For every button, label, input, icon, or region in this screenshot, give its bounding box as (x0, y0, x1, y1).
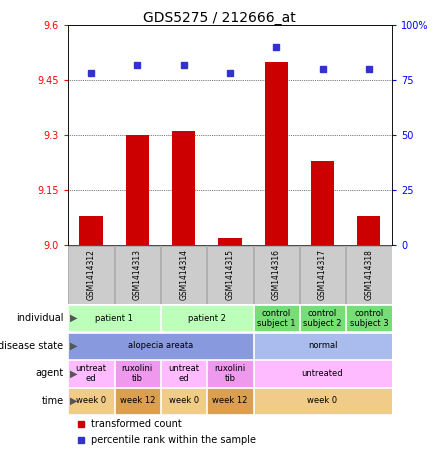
Bar (68, 305, 160, 332)
Bar (68, 333, 253, 359)
Bar (300, 246, 345, 304)
Bar (68, 360, 114, 386)
Bar (265, 62, 288, 245)
Bar (161, 388, 206, 414)
Bar (346, 246, 392, 304)
Bar (254, 360, 392, 386)
Bar (161, 360, 206, 386)
Bar (207, 246, 253, 304)
Bar (357, 216, 381, 245)
Bar (254, 246, 299, 304)
Bar (254, 388, 392, 414)
Text: control
subject 2: control subject 2 (303, 308, 342, 328)
Text: ruxolini
tib: ruxolini tib (122, 364, 153, 383)
Bar (68, 246, 114, 304)
Bar (115, 388, 160, 414)
Text: GSM1414316: GSM1414316 (272, 249, 281, 300)
Text: untreat
ed: untreat ed (75, 364, 106, 383)
Text: week 12: week 12 (120, 396, 155, 405)
Text: control
subject 1: control subject 1 (257, 308, 296, 328)
Text: week 0: week 0 (307, 396, 338, 405)
Text: GSM1414317: GSM1414317 (318, 249, 327, 300)
Text: GDS5275 / 212666_at: GDS5275 / 212666_at (143, 11, 295, 25)
Bar (311, 161, 334, 245)
Text: untreated: untreated (302, 369, 343, 378)
Bar (161, 246, 206, 304)
Text: week 0: week 0 (76, 396, 106, 405)
Text: patient 2: patient 2 (188, 314, 226, 323)
Bar (219, 238, 241, 245)
Text: alopecia areata: alopecia areata (128, 341, 193, 350)
Text: transformed count: transformed count (91, 419, 181, 429)
Text: week 0: week 0 (169, 396, 199, 405)
Bar (172, 131, 195, 245)
Text: GSM1414318: GSM1414318 (364, 249, 373, 300)
Text: untreat
ed: untreat ed (168, 364, 199, 383)
Text: normal: normal (308, 341, 337, 350)
Text: patient 1: patient 1 (95, 314, 133, 323)
Text: GSM1414314: GSM1414314 (179, 249, 188, 300)
Text: ruxolini
tib: ruxolini tib (214, 364, 246, 383)
Bar (254, 333, 392, 359)
Text: individual: individual (16, 313, 64, 323)
Bar (300, 305, 345, 332)
Text: week 12: week 12 (212, 396, 247, 405)
Text: GSM1414312: GSM1414312 (87, 249, 95, 300)
Text: control
subject 3: control subject 3 (350, 308, 388, 328)
Bar (346, 305, 392, 332)
Text: disease state: disease state (0, 341, 64, 351)
Bar (115, 360, 160, 386)
Bar (207, 360, 253, 386)
Text: GSM1414313: GSM1414313 (133, 249, 142, 300)
Bar (68, 388, 114, 414)
Bar (161, 305, 253, 332)
Text: percentile rank within the sample: percentile rank within the sample (91, 435, 256, 445)
Bar (207, 388, 253, 414)
Text: ▶: ▶ (70, 313, 78, 323)
Bar (115, 246, 160, 304)
Bar (254, 305, 299, 332)
Text: time: time (41, 396, 64, 406)
Text: agent: agent (35, 368, 64, 378)
Bar (79, 216, 102, 245)
Text: ▶: ▶ (70, 341, 78, 351)
Text: ▶: ▶ (70, 368, 78, 378)
Text: ▶: ▶ (70, 396, 78, 406)
Text: GSM1414315: GSM1414315 (226, 249, 234, 300)
Bar (126, 135, 149, 245)
